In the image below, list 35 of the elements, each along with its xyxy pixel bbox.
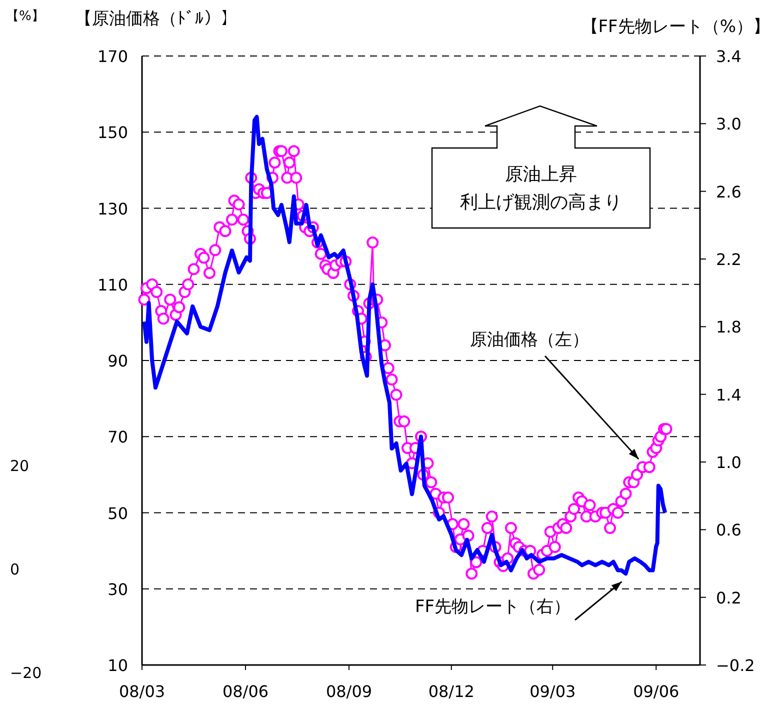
y2-tick-label: 0.2 [716, 588, 742, 608]
y-tick-label: 90 [108, 352, 128, 370]
y2-tick-label: 2.6 [716, 182, 742, 202]
x-tick-label: 09/03 [530, 682, 576, 701]
annotation: 原油価格（左） [470, 330, 589, 350]
x-tick-label: 08/06 [222, 682, 269, 701]
y-tick-label: 170 [97, 47, 128, 66]
y-tick-label: 130 [97, 199, 128, 218]
y-tick-label: 30 [108, 580, 128, 599]
y-tick-label: 150 [97, 123, 128, 142]
y3-tick-label: 20 [10, 457, 30, 475]
y2-tick-label: 3.0 [716, 114, 742, 134]
y-axis-title: 【原油価格（ﾄﾞﾙ）】 [75, 9, 238, 29]
y2-tick-label: 1.8 [716, 318, 742, 337]
y2-tick-label: 2.2 [716, 250, 742, 269]
y2-axis-title: 【FF先物レート（%）】 [581, 17, 770, 37]
y2-tick-label: 0.6 [716, 520, 742, 540]
y2-tick-label: 3.4 [716, 47, 742, 66]
y-tick-label: 10 [108, 656, 128, 675]
y3-tick-label: −20 [10, 664, 42, 682]
y-tick-label: 50 [108, 504, 128, 523]
annotation: 利上げ観測の高まり [460, 192, 622, 213]
y2-tick-label: 1.0 [716, 453, 742, 472]
y3-axis-title: 【%】 [6, 9, 44, 24]
x-tick-label: 09/06 [633, 682, 680, 701]
y2-tick-label: 1.4 [716, 385, 742, 404]
y3-tick-label: 0 [10, 560, 20, 578]
y-tick-label: 110 [97, 275, 128, 294]
x-tick-label: 08/12 [428, 682, 474, 701]
annotation: FF先物レート（右） [415, 597, 571, 617]
x-tick-label: 08/09 [326, 682, 372, 701]
x-tick-label: 08/03 [118, 682, 166, 701]
y-tick-label: 70 [108, 428, 128, 447]
y2-tick-label: −0.2 [716, 656, 755, 675]
annotation: 原油上昇 [505, 164, 577, 185]
